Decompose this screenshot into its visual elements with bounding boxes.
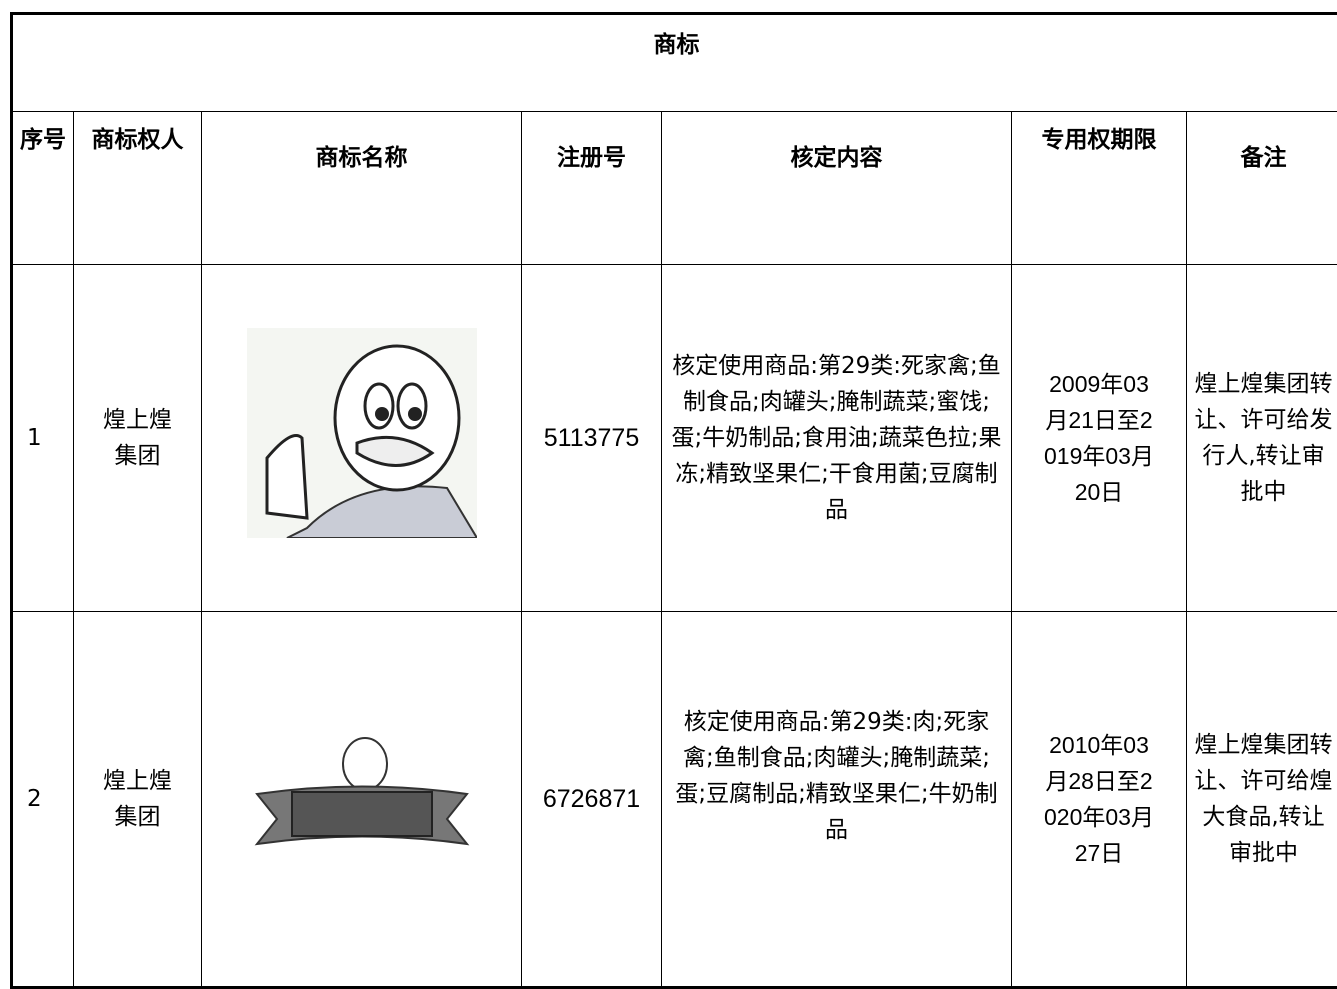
column-header: 核定内容 [662, 112, 1012, 265]
approved-content: 核定使用商品:第29类:死家禽;鱼制食品;肉罐头;腌制蔬菜;蜜饯;蛋;牛奶制品;… [662, 265, 1012, 612]
logo-1 [247, 328, 477, 538]
logo-2 [247, 724, 477, 864]
trademark-image [202, 265, 522, 612]
column-header: 专用权期限 [1012, 112, 1187, 265]
column-header: 注册号 [522, 112, 662, 265]
remarks: 煌上煌集团转让、许可给发行人,转让审批中 [1187, 265, 1337, 612]
trademark-table: 商标 序号 商标权人 商标名称 注册号 核定内容 专用权期限 备注 1 煌上煌集… [10, 12, 1337, 989]
remarks: 煌上煌集团转让、许可给煌大食品,转让审批中 [1187, 612, 1337, 988]
column-header: 备注 [1187, 112, 1337, 265]
table-title: 商标 [12, 14, 1337, 112]
page: {"header": {"title": "商标"}, "table": { "… [0, 0, 1337, 893]
row-index: 1 [12, 265, 74, 612]
registration-number: 6726871 [522, 612, 662, 988]
exclusive-term: 2009年03月21日至2019年03月20日 [1012, 265, 1187, 612]
owner: 煌上煌集团 [74, 265, 202, 612]
owner: 煌上煌集团 [74, 612, 202, 988]
approved-content: 核定使用商品:第29类:肉;死家禽;鱼制食品;肉罐头;腌制蔬菜;蛋;豆腐制品;精… [662, 612, 1012, 988]
column-header: 序号 [12, 112, 74, 265]
column-header: 商标权人 [74, 112, 202, 265]
row-index: 2 [12, 612, 74, 988]
exclusive-term: 2010年03月28日至2020年03月27日 [1012, 612, 1187, 988]
trademark-image [202, 612, 522, 988]
column-header: 商标名称 [202, 112, 522, 265]
registration-number: 5113775 [522, 265, 662, 612]
